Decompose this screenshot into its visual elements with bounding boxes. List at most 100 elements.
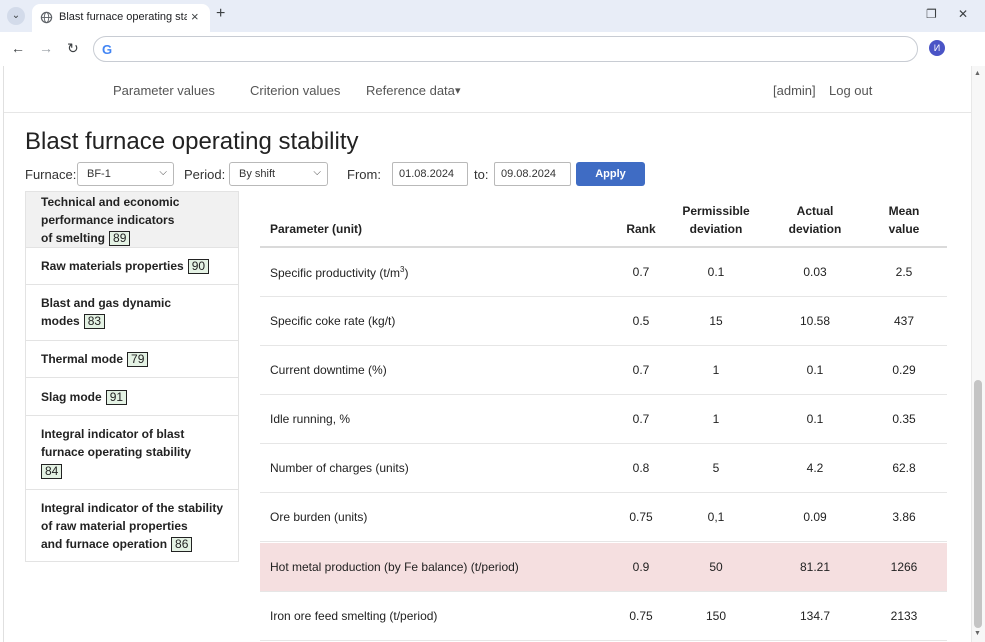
sidebar-item-label: modes — [41, 314, 80, 328]
app-navbar: Parameter values Criterion values Refere… — [4, 66, 971, 113]
sidebar-item-label: Thermal mode — [41, 352, 124, 366]
apply-button[interactable]: Apply — [576, 162, 645, 186]
logout-link[interactable]: Log out — [829, 83, 873, 98]
google-icon: G — [102, 42, 113, 57]
cell-parameter: Iron ore feed smelting (t/period) — [270, 609, 438, 623]
browser-tab-bar: ⌄ Blast furnace operating stability × + … — [0, 0, 985, 32]
cell-mean: 1266 — [890, 560, 918, 574]
cell-permissible: 0,1 — [707, 510, 725, 524]
window-restore-icon[interactable]: ❐ — [926, 7, 937, 21]
to-label: to: — [474, 167, 489, 182]
table-row[interactable]: Specific productivity (t/m3) 0.7 0.1 0.0… — [260, 248, 947, 297]
furnace-select[interactable]: BF-1 ⌵ — [77, 162, 174, 186]
cell-rank: 0.9 — [632, 560, 650, 574]
cell-rank: 0.75 — [629, 510, 653, 524]
cell-parameter: Idle running, % — [270, 412, 351, 426]
sidebar-item-raw-materials[interactable]: Raw materials properties 90 — [26, 248, 238, 285]
table-row-highlighted[interactable]: Hot metal production (by Fe balance) (t/… — [260, 543, 947, 592]
table-row[interactable]: Current downtime (%) 0.7 1 0.1 0.29 — [260, 346, 947, 395]
cell-rank: 0.5 — [632, 314, 650, 328]
nav-reference-data[interactable]: Reference data — [366, 83, 455, 98]
sidebar-item-slag-mode[interactable]: Slag mode 91 — [26, 378, 238, 416]
sidebar-item-label: Blast and gas dynamic — [41, 296, 172, 310]
sidebar-item-integral-raw-material[interactable]: Integral indicator of the stability of r… — [26, 490, 238, 562]
tab-title: Blast furnace operating stability — [59, 11, 187, 23]
cell-parameter: Specific coke rate (kg/t) — [270, 314, 396, 328]
sidebar-item-blast-gas[interactable]: Blast and gas dynamic modes 83 — [26, 285, 238, 341]
cell-actual: 4.2 — [806, 461, 824, 475]
score-badge: 91 — [105, 390, 128, 405]
cell-rank: 0.8 — [632, 461, 650, 475]
profile-avatar[interactable]: И — [929, 40, 945, 56]
cell-rank: 0.7 — [632, 363, 650, 377]
score-badge: 79 — [127, 352, 149, 367]
parameters-table: Parameter (unit) Rank Permissible deviat… — [260, 191, 947, 642]
cell-parameter: Number of charges (units) — [270, 461, 409, 475]
cell-actual: 0.03 — [803, 265, 827, 279]
period-select[interactable]: By shift ⌵ — [229, 162, 328, 186]
nav-parameter-values[interactable]: Parameter values — [113, 83, 215, 98]
sidebar-item-label: furnace operating stability — [41, 445, 192, 459]
cell-actual: 10.58 — [799, 314, 831, 328]
header-parameter: Parameter (unit) — [270, 222, 363, 236]
scroll-down-icon[interactable]: ▼ — [974, 630, 981, 637]
sidebar-item-label: Integral indicator of blast — [41, 427, 185, 441]
sidebar-item-thermal-mode[interactable]: Thermal mode 79 — [26, 341, 238, 378]
sidebar-item-integral-blast-furnace[interactable]: Integral indicator of blast furnace oper… — [26, 416, 238, 490]
sidebar-item-label: Slag mode — [41, 390, 102, 404]
address-bar[interactable]: G — [93, 36, 918, 62]
cell-rank: 0.7 — [632, 412, 650, 426]
from-date-input[interactable]: 01.08.2024 — [392, 162, 468, 186]
header-mean: Mean — [888, 204, 920, 218]
cell-mean: 3.86 — [892, 510, 916, 524]
table-row[interactable]: Iron ore feed smelting (t/period) 0.75 1… — [260, 592, 947, 641]
scroll-up-icon[interactable]: ▲ — [974, 70, 981, 77]
chevron-down-icon[interactable]: ▾ — [455, 85, 461, 97]
chevron-down-icon: ⌵ — [313, 167, 321, 178]
header-actual-2: deviation — [788, 222, 842, 236]
score-badge: 86 — [171, 537, 193, 552]
sidebar-item-label: of raw material properties — [41, 519, 188, 533]
page-content: Parameter values Criterion values Refere… — [3, 66, 971, 642]
filter-bar: Furnace: BF-1 ⌵ Period: By shift ⌵ From:… — [4, 162, 971, 188]
cell-mean: 2133 — [890, 609, 918, 623]
nav-criterion-values[interactable]: Criterion values — [250, 83, 341, 98]
window-close-icon[interactable]: ✕ — [958, 7, 969, 21]
reload-icon[interactable]: ↻ — [67, 40, 79, 56]
table-row[interactable]: Ore burden (units) 0.75 0,1 0.09 3.86 — [260, 493, 947, 542]
furnace-select-value: BF-1 — [87, 168, 111, 180]
sidebar-item-label: and furnace operation — [41, 537, 168, 551]
header-rank: Rank — [626, 222, 656, 236]
cell-permissible: 150 — [705, 609, 727, 623]
to-date-input[interactable]: 09.08.2024 — [494, 162, 571, 186]
table-row[interactable]: Idle running, % 0.7 1 0.1 0.35 — [260, 395, 947, 444]
close-tab-icon[interactable]: × — [191, 9, 199, 24]
score-badge: 84 — [41, 464, 63, 479]
cell-mean: 62.8 — [892, 461, 916, 475]
table-row[interactable]: Specific coke rate (kg/t) 0.5 15 10.58 4… — [260, 297, 947, 346]
page-title: Blast furnace operating stability — [25, 128, 359, 155]
period-select-value: By shift — [239, 168, 276, 180]
user-label: [admin] — [773, 83, 816, 98]
cell-mean: 0.35 — [892, 412, 916, 426]
sidebar-item-label: Technical and economic — [41, 195, 180, 209]
table-header: Parameter (unit) Rank Permissible deviat… — [260, 191, 947, 248]
browser-tab[interactable]: Blast furnace operating stability × — [32, 4, 210, 32]
furnace-label: Furnace: — [25, 167, 77, 182]
tab-search-icon[interactable]: ⌄ — [7, 7, 25, 25]
cell-permissible: 0.1 — [707, 265, 725, 279]
cell-mean: 0.29 — [892, 363, 916, 377]
sidebar-item-label: performance indicators — [41, 213, 175, 227]
sidebar-item-technical-economic[interactable]: Technical and economic performance indic… — [26, 192, 238, 248]
cell-permissible: 5 — [712, 461, 720, 475]
sidebar-item-label: Raw materials properties — [41, 259, 184, 273]
table-row[interactable]: Number of charges (units) 0.8 5 4.2 62.8 — [260, 444, 947, 493]
new-tab-button[interactable]: + — [216, 5, 226, 22]
score-badge: 90 — [187, 259, 210, 274]
category-sidebar: Technical and economic performance indic… — [25, 191, 239, 562]
scrollbar-thumb[interactable] — [974, 380, 982, 628]
back-icon[interactable]: ← — [11, 40, 25, 56]
sidebar-item-label: Integral indicator of the stability — [41, 501, 224, 515]
cell-parameter: Current downtime (%) — [270, 363, 387, 377]
forward-icon[interactable]: → — [39, 40, 53, 56]
